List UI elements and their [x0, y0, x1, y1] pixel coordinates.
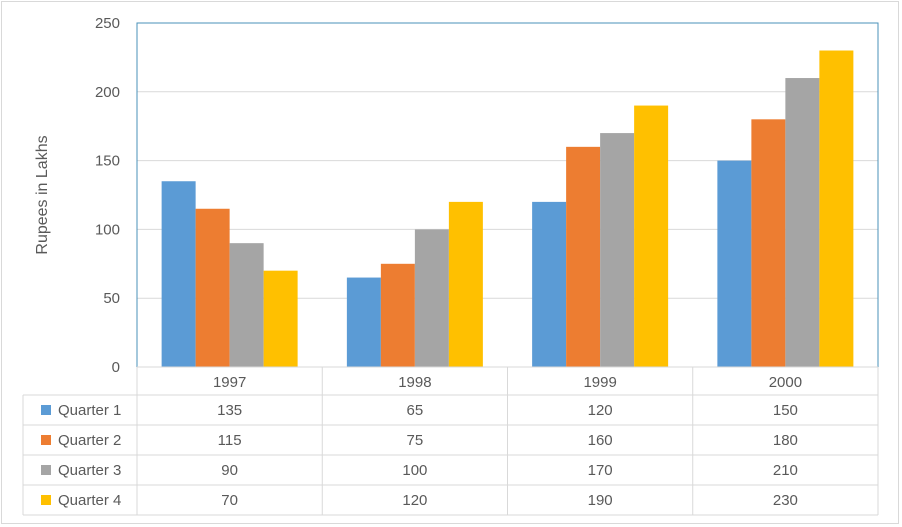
- data-label: 115: [218, 432, 242, 449]
- data-label: 135: [217, 402, 242, 419]
- data-label: 170: [588, 462, 613, 479]
- y-tick-label: 50: [103, 290, 120, 307]
- legend-swatch: [41, 405, 51, 415]
- x-tick-label: 2000: [769, 374, 802, 391]
- bar: [566, 146, 601, 367]
- bar: [380, 263, 415, 367]
- bar: [346, 277, 381, 367]
- y-tick-label: 200: [95, 84, 120, 101]
- data-table: 1997 1998 1999 2000 Quarter 1 135 65 120 150 Quar…: [22, 366, 879, 516]
- legend-label: Quarter 3: [58, 462, 121, 479]
- x-tick-label: 1997: [213, 374, 246, 391]
- data-label: 100: [402, 462, 427, 479]
- bar: [717, 160, 752, 367]
- legend-swatch: [41, 465, 51, 475]
- data-label: 160: [588, 432, 613, 449]
- bar: [448, 201, 483, 367]
- plot-border: [136, 22, 879, 367]
- y-tick-label: 100: [95, 221, 120, 238]
- y-tick-label: 0: [112, 359, 120, 376]
- bar: [161, 181, 196, 367]
- data-label: 150: [773, 402, 798, 419]
- data-label: 90: [221, 462, 238, 479]
- data-label: 65: [407, 402, 424, 419]
- data-label: 120: [588, 402, 613, 419]
- bar: [751, 119, 786, 367]
- legend-label: Quarter 2: [58, 432, 121, 449]
- plot-outline: [136, 22, 879, 367]
- bar: [263, 270, 298, 367]
- data-label: 210: [773, 462, 798, 479]
- legend-swatch: [41, 435, 51, 445]
- y-tick-label: 250: [95, 15, 120, 32]
- bar: [785, 78, 820, 367]
- legend-swatch: [41, 495, 51, 505]
- data-label: 70: [221, 492, 238, 509]
- legend-label: Quarter 4: [58, 492, 121, 509]
- data-label: 230: [773, 492, 798, 509]
- data-label: 120: [402, 492, 427, 509]
- bars: [161, 50, 854, 368]
- bar: [229, 243, 264, 367]
- bar: [414, 229, 449, 367]
- y-axis-label: Rupees in Lakhs: [34, 135, 51, 254]
- bar: [634, 105, 669, 367]
- y-axis-ticks: 0 50 100 150 200 250: [95, 15, 120, 376]
- y-tick-label: 150: [95, 153, 120, 170]
- bar: [819, 50, 854, 368]
- bar: [600, 133, 635, 367]
- x-tick-label: 1999: [583, 374, 616, 391]
- x-tick-label: 1998: [398, 374, 431, 391]
- data-label: 180: [773, 432, 798, 449]
- data-label: 190: [588, 492, 613, 509]
- bar: [532, 201, 567, 367]
- legend-label: Quarter 1: [58, 402, 121, 419]
- data-label: 75: [407, 432, 424, 449]
- bar: [195, 208, 230, 367]
